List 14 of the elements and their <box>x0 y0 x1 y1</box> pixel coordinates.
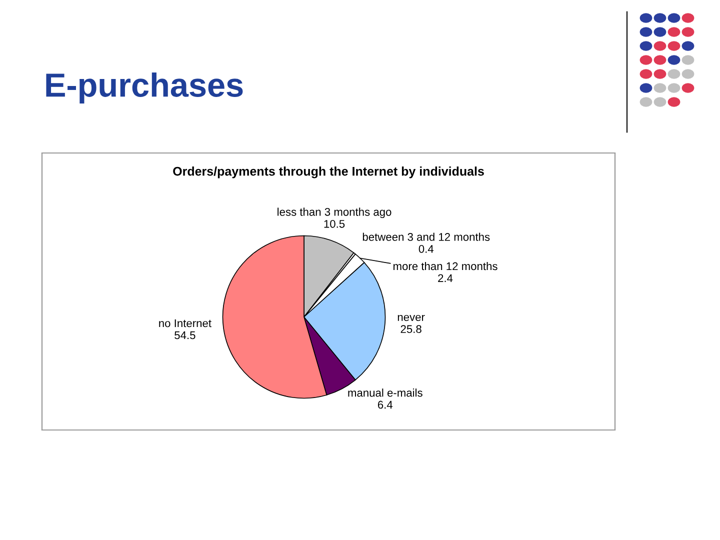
data-label: 10.5 <box>324 220 345 228</box>
chart-subtitle: Orders/payments through the Internet by individuals <box>173 166 484 178</box>
slice-label: no Internet <box>159 319 212 328</box>
slice-label: less than 3 months ago <box>278 208 392 218</box>
data-label: 54.5 <box>174 331 196 340</box>
slice-label: never <box>398 314 425 322</box>
slice-label: manual e-mails <box>348 388 422 397</box>
data-label: 6.4 <box>378 400 393 409</box>
chart-title: E-purchases <box>46 72 243 104</box>
slice-label: between 3 and 12 months <box>362 232 490 241</box>
slice-label: more than 12 months <box>394 262 498 270</box>
data-label: 2.4 <box>438 274 453 282</box>
data-label: 25.8 <box>400 325 422 334</box>
data-label: 0.4 <box>418 244 434 253</box>
